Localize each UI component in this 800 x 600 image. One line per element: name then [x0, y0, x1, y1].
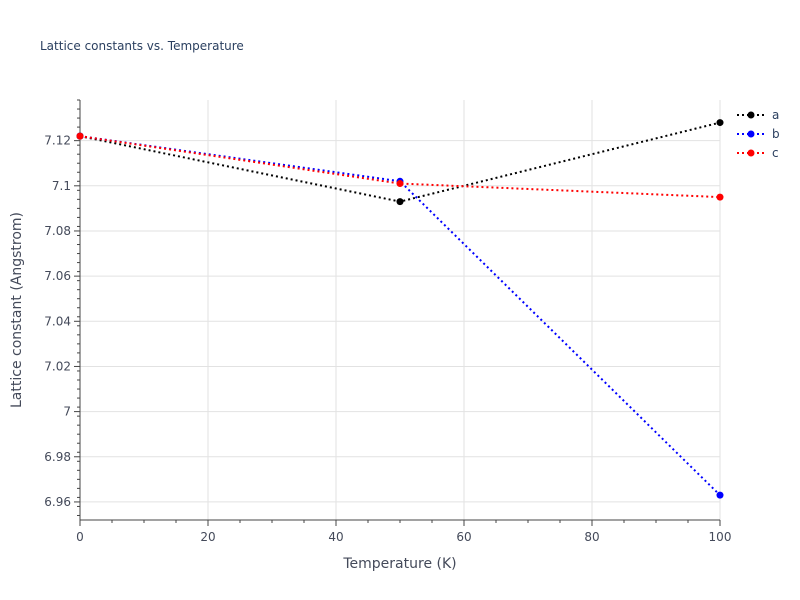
y-tick-label: 7	[63, 405, 71, 419]
legend-item-c[interactable]: c	[737, 146, 779, 160]
series-b	[76, 132, 724, 499]
x-tick-label: 80	[584, 530, 599, 544]
series-line-c	[79, 135, 721, 199]
y-axis-title: Lattice constant (Angstrom)	[9, 212, 25, 408]
y-tick-label: 6.96	[44, 495, 71, 509]
legend-item-a[interactable]: a	[737, 108, 779, 122]
x-tick-label: 40	[328, 530, 343, 544]
x-tick-label: 60	[456, 530, 471, 544]
y-tick-label: 7.12	[44, 134, 71, 148]
plot-area	[76, 119, 724, 499]
data-point-c	[716, 193, 724, 201]
legend-label: a	[772, 108, 779, 122]
grid-lines	[80, 100, 721, 520]
y-tick-label: 7.04	[44, 314, 71, 328]
x-axis-title: Temperature (K)	[342, 556, 456, 572]
series-line-b	[79, 135, 721, 496]
x-tick-label: 0	[76, 530, 84, 544]
legend-swatch-marker	[747, 149, 755, 157]
legend-swatch-marker	[747, 111, 755, 119]
y-tick-label: 7.1	[52, 179, 71, 193]
data-point-c	[76, 132, 84, 140]
y-tick-label: 7.06	[44, 269, 71, 283]
y-tick-label: 7.02	[44, 359, 71, 373]
legend-item-b[interactable]: b	[737, 127, 780, 141]
legend-swatch-marker	[747, 130, 755, 138]
y-tick-label: 7.08	[44, 224, 71, 238]
series-line-a	[79, 121, 721, 203]
axes: 0 20 40 60 80 100 6.96 6.98 7 7.02 7.04 7.06 7.08 7.1…	[44, 99, 732, 544]
data-point-b	[716, 491, 724, 499]
x-tick-label: 100	[709, 530, 732, 544]
data-point-a	[396, 198, 404, 206]
data-point-a	[716, 119, 724, 127]
legend-label: c	[772, 146, 779, 160]
chart-title: Lattice constants vs. Temperature	[40, 39, 244, 53]
x-tick-label: 20	[200, 530, 215, 544]
legend: abc	[737, 108, 780, 160]
y-tick-label: 6.98	[44, 450, 71, 464]
series-c	[76, 132, 724, 201]
legend-label: b	[772, 127, 780, 141]
data-point-c	[396, 180, 404, 188]
